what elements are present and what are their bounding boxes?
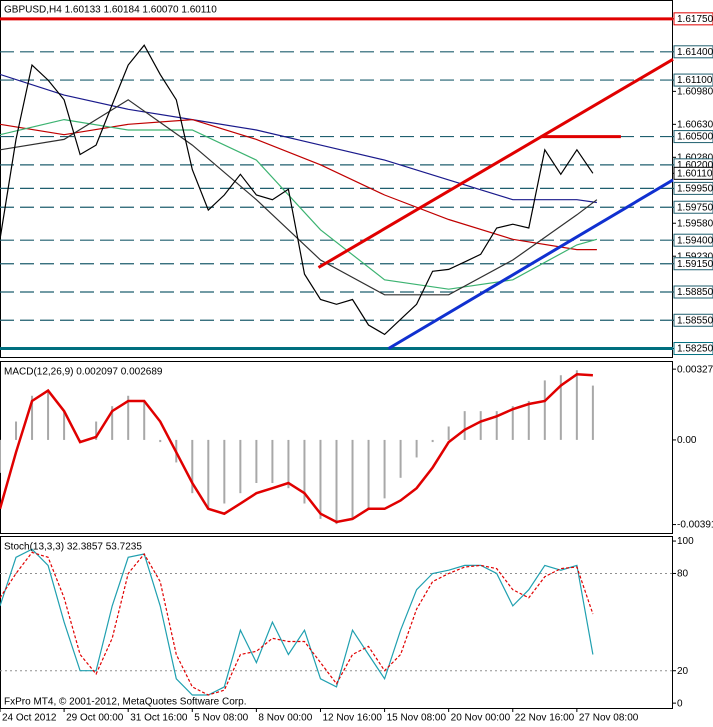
x-tick-label: 15 Nov 08:00 bbox=[387, 713, 447, 724]
y-tick-label: 1.60980 bbox=[677, 87, 713, 98]
x-tick-label: 5 Nov 08:00 bbox=[194, 713, 248, 724]
trend-line bbox=[317, 58, 674, 269]
signal-line bbox=[0, 373, 593, 524]
y-tick-box bbox=[673, 73, 713, 87]
y-tick-label: 1.60110 bbox=[677, 168, 713, 179]
moving-average bbox=[0, 118, 597, 251]
y-tick-label: 1.60200 bbox=[677, 160, 713, 171]
y-tick-box bbox=[673, 200, 713, 214]
y-tick-label: 1.60500 bbox=[677, 132, 713, 143]
y-tick-label: 1.61750 bbox=[677, 14, 713, 25]
moving-average bbox=[0, 118, 598, 290]
y-tick-label: 1.59230 bbox=[677, 251, 713, 262]
y-tick-label: 1.58250 bbox=[677, 344, 713, 355]
x-tick-label: 24 Oct 2012 bbox=[2, 713, 57, 724]
y-tick-label: 0.00327 bbox=[677, 364, 713, 375]
panel-frame bbox=[0, 536, 673, 709]
footer: FxPro MT4, © 2001-2012, MetaQuotes Softw… bbox=[4, 697, 246, 708]
y-tick-label: 20 bbox=[677, 666, 689, 677]
y-tick-label: 1.58550 bbox=[677, 315, 713, 326]
y-tick-box bbox=[673, 166, 713, 180]
y-tick-box bbox=[673, 181, 713, 195]
y-tick-label: 1.59150 bbox=[677, 259, 713, 270]
y-tick-label: 1.59400 bbox=[677, 235, 713, 246]
y-tick-label: 100 bbox=[677, 536, 694, 547]
trend-line bbox=[387, 178, 674, 350]
y-tick-box bbox=[673, 342, 713, 356]
x-tick-label: 12 Nov 16:00 bbox=[322, 713, 382, 724]
panel-title: Stoch(13,3,3) 32.3857 53.7235 bbox=[4, 542, 142, 553]
panel-frame bbox=[0, 0, 673, 358]
stoch-main bbox=[0, 548, 594, 696]
x-tick-label: 27 Nov 08:00 bbox=[579, 713, 639, 724]
y-tick-label: 0 bbox=[677, 698, 683, 709]
y-tick-label: 1.58850 bbox=[677, 287, 713, 298]
y-tick-box bbox=[673, 12, 713, 26]
stoch-signal bbox=[0, 551, 594, 696]
panel-title: MACD(12,26,9) 0.002097 0.002689 bbox=[4, 367, 163, 378]
y-tick-box bbox=[673, 313, 713, 327]
x-tick-label: 29 Oct 00:00 bbox=[66, 713, 124, 724]
x-tick-label: 31 Oct 16:00 bbox=[130, 713, 188, 724]
y-tick-label: 1.60280 bbox=[677, 152, 713, 163]
y-tick-label: 80 bbox=[677, 569, 689, 580]
y-tick-label: 1.59950 bbox=[677, 184, 713, 195]
moving-average bbox=[0, 99, 598, 296]
x-tick-label: 8 Nov 00:00 bbox=[258, 713, 312, 724]
y-tick-box bbox=[673, 257, 713, 271]
y-tick-box bbox=[673, 233, 713, 247]
y-tick-label: 1.59580 bbox=[677, 218, 713, 229]
y-tick-label: 1.61400 bbox=[677, 47, 713, 58]
y-tick-label: 1.59750 bbox=[677, 202, 713, 213]
price-line bbox=[0, 44, 594, 336]
y-tick-label: 0.00 bbox=[677, 435, 697, 446]
x-tick-label: 20 Nov 00:00 bbox=[451, 713, 511, 724]
y-tick-label: 1.61100 bbox=[677, 75, 713, 86]
panel-title: GBPUSD,H4 1.60133 1.60184 1.60070 1.6011… bbox=[4, 5, 217, 16]
y-tick-box bbox=[673, 285, 713, 299]
y-tick-label: 1.60630 bbox=[677, 119, 713, 130]
y-tick-box bbox=[673, 45, 713, 59]
y-tick-box bbox=[673, 130, 713, 144]
y-tick-label: -0.00391 bbox=[677, 520, 713, 531]
x-tick-label: 22 Nov 16:00 bbox=[515, 713, 575, 724]
